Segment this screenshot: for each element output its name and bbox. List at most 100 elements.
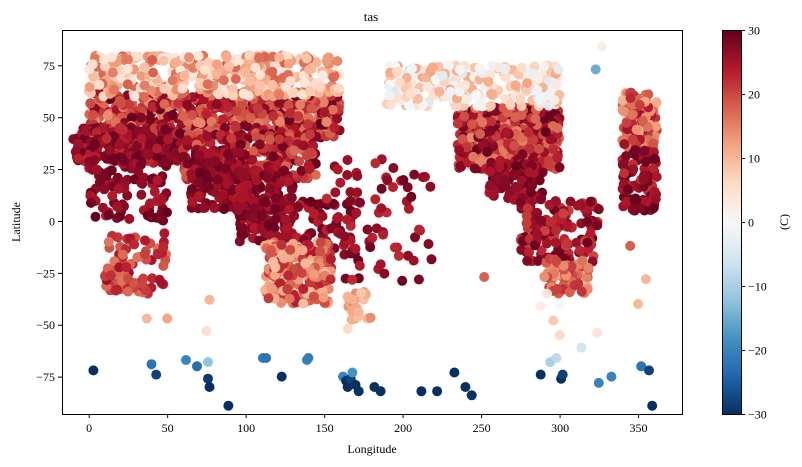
data-point: [402, 182, 413, 193]
data-point: [469, 163, 480, 174]
data-point: [261, 353, 272, 363]
x-tick-label: 200: [394, 421, 412, 435]
data-point: [606, 371, 617, 382]
data-point: [169, 57, 180, 68]
data-point: [90, 211, 101, 222]
data-point: [631, 124, 642, 135]
data-point: [365, 312, 376, 323]
data-point: [122, 63, 133, 74]
data-point: [521, 85, 532, 96]
data-point: [298, 284, 309, 294]
data-point: [342, 155, 353, 165]
data-point: [532, 229, 543, 240]
data-point: [99, 184, 110, 195]
data-point: [388, 163, 399, 173]
data-point: [214, 192, 225, 203]
data-point: [91, 164, 102, 175]
colorbar-tick-label: 10: [748, 152, 760, 166]
data-point: [342, 323, 353, 334]
data-point: [482, 146, 493, 157]
data-point: [552, 152, 563, 163]
data-point: [255, 80, 266, 91]
data-point: [621, 196, 632, 207]
data-point: [467, 119, 477, 130]
data-point: [284, 58, 294, 69]
data-point: [206, 147, 217, 158]
plot-frame: [62, 30, 683, 415]
data-point: [182, 135, 193, 146]
data-point: [152, 175, 163, 186]
data-point: [355, 197, 365, 208]
data-point: [213, 89, 224, 100]
y-tick-label: 50: [43, 111, 55, 125]
data-point: [535, 369, 546, 380]
data-point: [345, 187, 356, 197]
data-point: [511, 182, 522, 193]
data-point: [146, 359, 157, 370]
data-point: [409, 169, 420, 180]
data-point: [353, 386, 364, 397]
data-point: [104, 145, 115, 156]
data-point: [133, 166, 144, 177]
data-point: [354, 260, 365, 271]
data-point: [113, 183, 124, 194]
data-point: [516, 244, 527, 255]
data-point: [384, 90, 395, 101]
data-point: [202, 79, 213, 90]
data-point: [524, 247, 534, 258]
data-point: [445, 86, 456, 97]
data-point: [107, 67, 118, 78]
y-tick-label: 25: [43, 163, 55, 177]
data-point: [317, 211, 328, 222]
data-point: [545, 217, 556, 228]
data-point: [163, 134, 174, 145]
data-point: [575, 199, 586, 209]
data-point: [544, 110, 555, 121]
data-point: [282, 284, 293, 295]
data-point: [305, 129, 315, 140]
data-point: [155, 135, 166, 146]
data-point: [275, 178, 286, 188]
data-point: [295, 99, 306, 110]
data-point: [301, 150, 312, 161]
data-point: [302, 119, 313, 130]
data-point: [408, 255, 419, 266]
data-point: [245, 113, 256, 124]
data-point: [223, 400, 234, 411]
x-tick-label: 300: [551, 421, 569, 435]
data-point: [454, 145, 465, 156]
data-point: [270, 193, 281, 204]
data-point: [379, 268, 390, 279]
data-point: [218, 75, 229, 86]
data-point: [550, 237, 561, 248]
data-point: [233, 204, 244, 215]
data-point: [539, 61, 550, 72]
data-point: [235, 139, 246, 150]
data-point: [152, 248, 163, 259]
data-point: [318, 292, 329, 303]
data-point: [350, 243, 361, 254]
data-point: [237, 99, 248, 110]
data-point: [475, 129, 486, 139]
data-point: [297, 245, 308, 256]
data-point: [147, 273, 158, 284]
data-point: [136, 133, 147, 144]
data-point: [325, 274, 336, 285]
data-point: [416, 386, 427, 397]
data-point: [650, 153, 660, 164]
data-point: [126, 112, 137, 123]
data-point: [159, 99, 170, 109]
data-point: [576, 342, 587, 353]
data-point: [315, 237, 326, 248]
data-point: [122, 79, 133, 90]
data-point: [301, 53, 312, 64]
data-point: [524, 167, 535, 178]
data-point: [532, 85, 543, 95]
data-point: [459, 111, 470, 122]
data-point: [85, 98, 96, 109]
data-point: [84, 81, 95, 92]
data-point: [485, 100, 496, 111]
data-point: [182, 99, 193, 110]
data-point: [552, 123, 563, 133]
